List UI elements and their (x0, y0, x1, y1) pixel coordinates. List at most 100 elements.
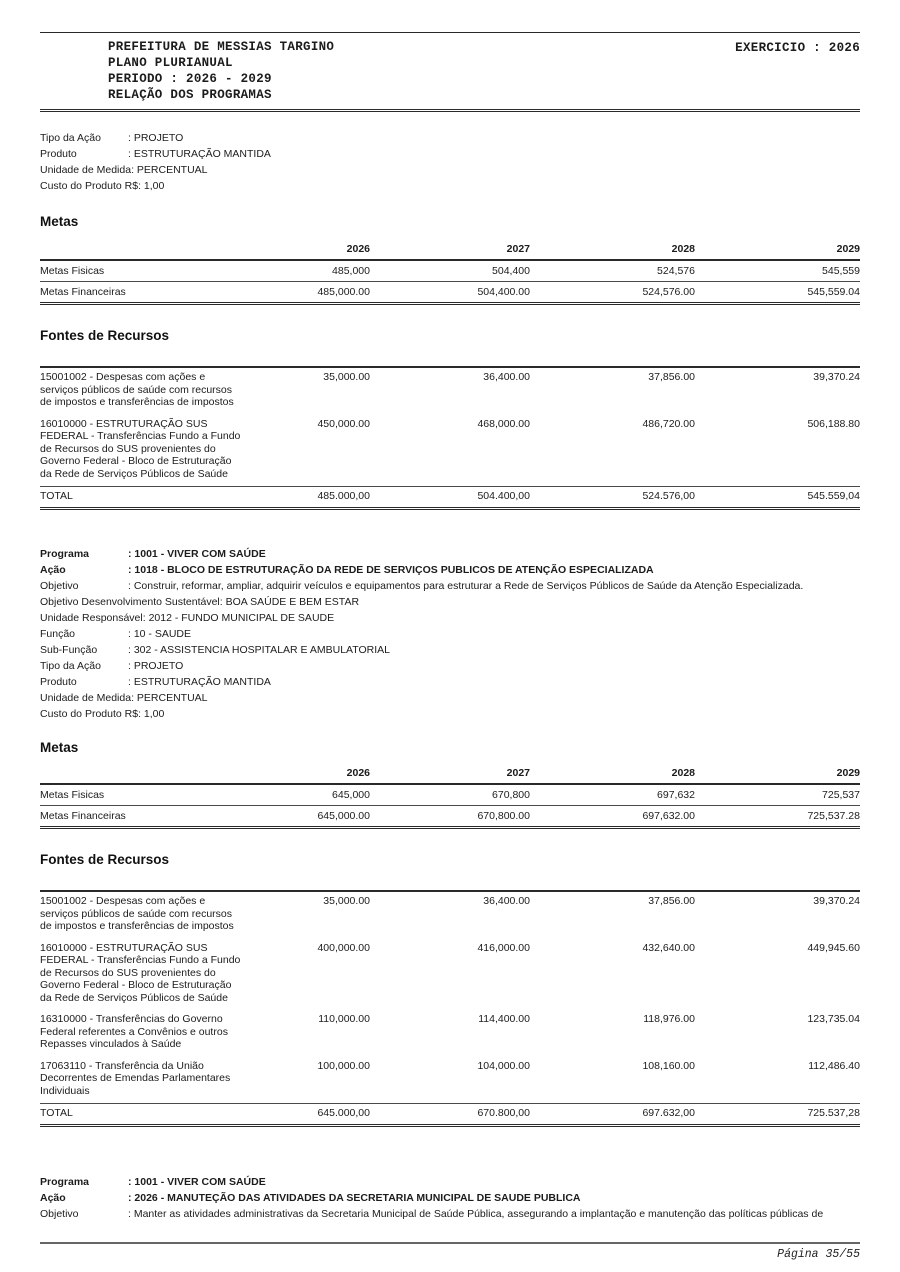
metas-header-empty (40, 240, 255, 261)
table-row-metas-financeiras: Metas Financeiras 485,000.00 504,400.00 … (40, 281, 860, 305)
year-header: 2026 (255, 764, 370, 785)
metas-header-row: 2026 2027 2028 2029 (40, 764, 860, 785)
kv-label: Unidade Responsável (40, 612, 143, 624)
header-exercise: EXERCICIO : 2026 (735, 41, 860, 55)
row-label: Metas Fisicas (40, 260, 255, 282)
cell-value: 697.632,00 (530, 1103, 695, 1127)
cell-value: 36,400.00 (483, 895, 530, 907)
row-label: 16010000 - ESTRUTURAÇÃO SUS FEDERAL - Tr… (40, 939, 255, 1011)
kv-value: : 1018 - BLOCO DE ESTRUTURAÇÃO DA REDE D… (128, 564, 654, 576)
table-row-fonte: 15001002 - Despesas com ações e serviços… (40, 367, 860, 415)
cell-value: 645,000 (255, 784, 370, 806)
cell-value: 670.800,00 (370, 1103, 530, 1127)
kv-label: Objetivo (40, 1208, 79, 1220)
cell-value: 645,000.00 (255, 805, 370, 829)
kv-row-objetivo: Objetivo : Manter as atividades administ… (40, 1206, 860, 1222)
kv-row-unidade-medida: Unidade de Medida : PERCENTUAL (40, 162, 860, 178)
table-row-fonte: 16010000 - ESTRUTURAÇÃO SUS FEDERAL - Tr… (40, 415, 860, 487)
row-label: Metas Fisicas (40, 784, 255, 806)
year-header: 2027 (370, 240, 530, 261)
year-header: 2029 (695, 240, 860, 261)
section-title-metas-2: Metas (40, 740, 79, 755)
row-label: 16010000 - ESTRUTURAÇÃO SUS FEDERAL - Tr… (40, 415, 255, 487)
kv-label: Produto (40, 676, 77, 688)
cell-value: 485.000,00 (255, 486, 370, 510)
kv-row-produto: Produto : ESTRUTURAÇÃO MANTIDA (40, 146, 860, 162)
year-header: 2029 (695, 764, 860, 785)
fonte-label: 16010000 - ESTRUTURAÇÃO SUS FEDERAL - Tr… (40, 417, 241, 480)
kv-row-tipo-acao: Tipo da Ação : PROJETO (40, 130, 860, 146)
total-label: TOTAL (40, 486, 255, 510)
kv-value: : 2012 - FUNDO MUNICIPAL DE SAUDE (142, 612, 335, 624)
kv-value: : PERCENTUAL (131, 692, 208, 704)
cell-value: 697,632.00 (530, 805, 695, 829)
cell-value: 524,576.00 (530, 281, 695, 305)
section-title-fontes-1: Fontes de Recursos (40, 328, 170, 343)
header-period: PERIODO : 2026 - 2029 (108, 72, 272, 86)
metas-table-1-wrap: 2026 2027 2028 2029 Metas Fisicas 485,00… (40, 240, 860, 305)
row-label: 15001002 - Despesas com ações e serviços… (40, 367, 255, 415)
cell-value: 39,370.24 (813, 895, 860, 907)
cell-value: 524.576,00 (530, 486, 695, 510)
kv-label: Ação (40, 1192, 66, 1204)
kv-value: : 1,00 (138, 708, 165, 720)
cell-value: 725,537.28 (695, 805, 860, 829)
cell-value: 725,537 (695, 784, 860, 806)
year-header: 2028 (530, 764, 695, 785)
table-row-total: TOTAL 645.000,00 670.800,00 697.632,00 7… (40, 1103, 860, 1127)
cell-value: 524,576 (530, 260, 695, 282)
table-row-fonte: 16310000 - Transferências do Governo Fed… (40, 1010, 860, 1057)
year-header: 2028 (530, 240, 695, 261)
kv-label: Ação (40, 564, 66, 576)
kv-value: : 2026 - MANUTEÇÃO DAS ATIVIDADES DA SEC… (128, 1192, 581, 1204)
fonte-label: 16010000 - ESTRUTURAÇÃO SUS FEDERAL - Tr… (40, 941, 241, 1004)
report-header: PREFEITURA DE MESSIAS TARGINO PLANO PLUR… (40, 32, 860, 112)
kv-label: Unidade de Medida (40, 692, 132, 704)
fontes-table-1-wrap: 15001002 - Despesas com ações e serviços… (40, 366, 860, 510)
kv-value: : PROJETO (128, 660, 184, 672)
metas-table: 2026 2027 2028 2029 Metas Fisicas 485,00… (40, 240, 860, 305)
cell-value: 37,856.00 (648, 371, 695, 383)
kv-value: : 1,00 (138, 180, 165, 192)
action-info-block: Tipo da Ação : PROJETO Produto : ESTRUTU… (40, 130, 860, 194)
page-footer: Página 35/55 (40, 1242, 860, 1261)
fontes-table: 15001002 - Despesas com ações e serviços… (40, 366, 860, 510)
kv-row-funcao: Função : 10 - SAUDE (40, 626, 860, 642)
table-row-fonte: 17063110 - Transferência da União Decorr… (40, 1057, 860, 1104)
cell-value: 504.400,00 (370, 486, 530, 510)
kv-label: Tipo da Ação (40, 132, 101, 144)
table-row-total: TOTAL 485.000,00 504.400,00 524.576,00 5… (40, 486, 860, 510)
header-report-name: RELAÇÃO DOS PROGRAMAS (108, 88, 272, 102)
cell-value: 35,000.00 (323, 895, 370, 907)
row-label: Metas Financeiras (40, 281, 255, 305)
kv-label: Custo do Produto R$ (40, 180, 139, 192)
row-label: 17063110 - Transferência da União Decorr… (40, 1057, 255, 1104)
cell-value: 114,400.00 (478, 1013, 530, 1025)
kv-label: Produto (40, 148, 77, 160)
cell-value: 504,400.00 (370, 281, 530, 305)
kv-row-programa: Programa : 1001 - VIVER COM SAÚDE (40, 546, 860, 562)
cell-value: 100,000.00 (317, 1059, 370, 1072)
kv-row-custo-produto: Custo do Produto R$ : 1,00 (40, 706, 860, 722)
cell-value: 468,000.00 (477, 417, 530, 430)
kv-row-programa: Programa : 1001 - VIVER COM SAÚDE (40, 1174, 860, 1190)
cell-value: 697,632 (530, 784, 695, 806)
table-row-metas-fisicas: Metas Fisicas 485,000 504,400 524,576 54… (40, 260, 860, 282)
kv-value: : 302 - ASSISTENCIA HOSPITALAR E AMBULAT… (128, 644, 391, 656)
programa-block-2: Programa : 1001 - VIVER COM SAÚDE Ação :… (40, 1174, 860, 1222)
fonte-label: 15001002 - Despesas com ações e serviços… (40, 371, 234, 408)
cell-value: 449,945.60 (807, 941, 860, 954)
row-label: Metas Financeiras (40, 805, 255, 829)
kv-value: : BOA SAÚDE E BEM ESTAR (219, 596, 360, 608)
kv-row-sub-funcao: Sub-Função : 302 - ASSISTENCIA HOSPITALA… (40, 642, 860, 658)
cell-value: 123,735.04 (807, 1013, 860, 1025)
cell-value: 108,160.00 (642, 1059, 695, 1072)
fonte-label: 15001002 - Despesas com ações e serviços… (40, 895, 234, 932)
kv-row-ods: Objetivo Desenvolvimento Sustentável : B… (40, 594, 860, 610)
kv-value: : PROJETO (128, 132, 184, 144)
cell-value: 35,000.00 (323, 371, 370, 383)
cell-value: 485,000 (255, 260, 370, 282)
table-row-metas-fisicas: Metas Fisicas 645,000 670,800 697,632 72… (40, 784, 860, 806)
year-header: 2026 (255, 240, 370, 261)
cell-value: 416,000.00 (477, 941, 530, 954)
